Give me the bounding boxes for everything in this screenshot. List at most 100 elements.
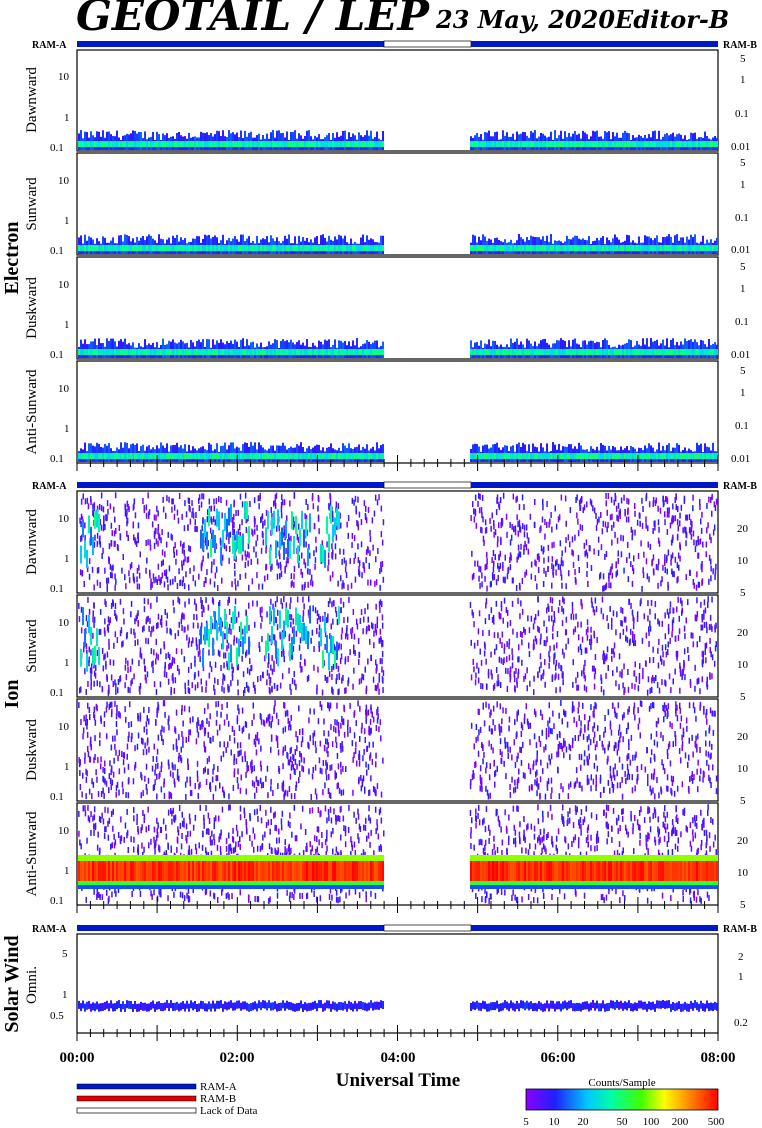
ion-speckle [521, 494, 524, 501]
ram-a-segment [471, 41, 718, 47]
ion-speckle [336, 524, 338, 531]
ion-speckle [188, 584, 190, 591]
ion-speckle [540, 661, 542, 668]
electron-spectrum-core [136, 349, 138, 355]
electron-spectrum-column [306, 130, 308, 150]
ion-speckle [114, 573, 116, 580]
ion-speckle [273, 660, 275, 667]
ion-speckle [347, 532, 349, 539]
ion-speckle [671, 631, 673, 638]
ion-speckle [548, 615, 550, 622]
electron-spectrum-core [652, 453, 654, 459]
electron-spectrum-core [302, 453, 304, 459]
ion-speckle [173, 513, 176, 520]
ion-speckle [85, 643, 88, 650]
electron-spectrum-core [272, 141, 274, 147]
ion-speckle [517, 668, 520, 675]
ion-speckle [113, 506, 115, 513]
ion-speckle [184, 688, 187, 694]
ion-speckle [227, 642, 230, 649]
electron-spectrum-core [326, 453, 328, 459]
electron-spectrum-core [350, 245, 352, 251]
electron-spectrum-core [322, 349, 324, 355]
ion-speckle [291, 627, 294, 634]
ion-speckle [257, 495, 260, 502]
y2-tick-label: 1 [740, 179, 746, 191]
ion-speckle [631, 609, 634, 616]
ion-speckle [606, 526, 608, 533]
ion-speckle [381, 614, 384, 621]
ion-speckle [115, 613, 117, 620]
electron-spectrum-core [490, 245, 492, 251]
ion-speckle [378, 673, 381, 679]
ion-speckle [363, 566, 366, 573]
electron-spectrum-core [310, 349, 312, 355]
electron-spectrum-core [500, 245, 502, 251]
electron-spectrum-core [492, 141, 494, 147]
ion-speckle [648, 576, 650, 583]
ion-speckle [86, 497, 89, 504]
electron-spectrum-column [254, 442, 256, 462]
ion-speckle [327, 616, 329, 623]
electron-spectrum-column [700, 339, 702, 358]
electron-spectrum-column [214, 235, 216, 254]
ion-speckle [194, 655, 196, 662]
ion-speckle [641, 637, 644, 644]
ion-speckle [83, 581, 85, 587]
ion-speckle [236, 637, 238, 644]
ion-speckle [606, 615, 608, 622]
ion-speckle [676, 654, 678, 661]
ion-speckle [173, 687, 176, 694]
ion-speckle [129, 687, 131, 694]
ion-speckle [678, 628, 681, 635]
ion-speckle [280, 506, 283, 513]
electron-spectrum-core [374, 453, 376, 459]
ion-speckle [256, 524, 258, 531]
ion-speckle [512, 493, 515, 500]
ion-speckle [580, 497, 583, 504]
ion-speckle [284, 530, 286, 537]
electron-spectrum-core [380, 453, 382, 459]
electron-spectrum-core [254, 349, 256, 355]
ion-speckle [615, 571, 617, 578]
ion-speckle [478, 565, 480, 572]
ion-speckle [259, 607, 262, 614]
electron-spectrum-core [708, 245, 710, 251]
electron-spectrum-core [208, 141, 210, 147]
electron-spectrum-core [138, 245, 140, 251]
electron-spectrum-core [580, 141, 582, 147]
ion-speckle [701, 511, 703, 518]
ion-speckle [336, 674, 338, 681]
electron-spectrum-core [646, 453, 648, 459]
electron-spectrum-core [706, 349, 708, 355]
electron-spectrum-core [344, 453, 346, 459]
electron-spectrum-core [220, 245, 222, 251]
electron-spectrum-core [542, 245, 544, 251]
ion-speckle [546, 784, 549, 791]
ion-speckle [227, 686, 230, 693]
ion-speckle [499, 637, 501, 644]
electron-spectrum-column [702, 235, 704, 254]
ion-speckle [158, 575, 160, 582]
ion-speckle [197, 622, 199, 629]
electron-spectrum-core [676, 245, 678, 251]
electron-spectrum-core [184, 245, 186, 251]
ion-speckle [150, 578, 152, 585]
ion-speckle [553, 644, 555, 651]
electron-spectrum-core [500, 349, 502, 355]
electron-spectrum-core [506, 349, 508, 355]
electron-spectrum-core [340, 453, 342, 459]
electron-spectrum-core [162, 349, 164, 355]
ion-speckle [671, 552, 674, 559]
ion-speckle [181, 547, 184, 554]
ion-speckle [318, 645, 320, 652]
ion-speckle [324, 674, 326, 681]
electron-spectrum-core [232, 245, 234, 251]
electron-spectrum-core [104, 453, 106, 459]
ion-speckle [675, 494, 677, 501]
electron-spectrum-core [524, 141, 526, 147]
ion-speckle [486, 789, 489, 796]
y-tick-label: 1 [64, 761, 70, 773]
electron-spectrum-core [212, 349, 214, 355]
electron-spectrum-core [490, 141, 492, 147]
